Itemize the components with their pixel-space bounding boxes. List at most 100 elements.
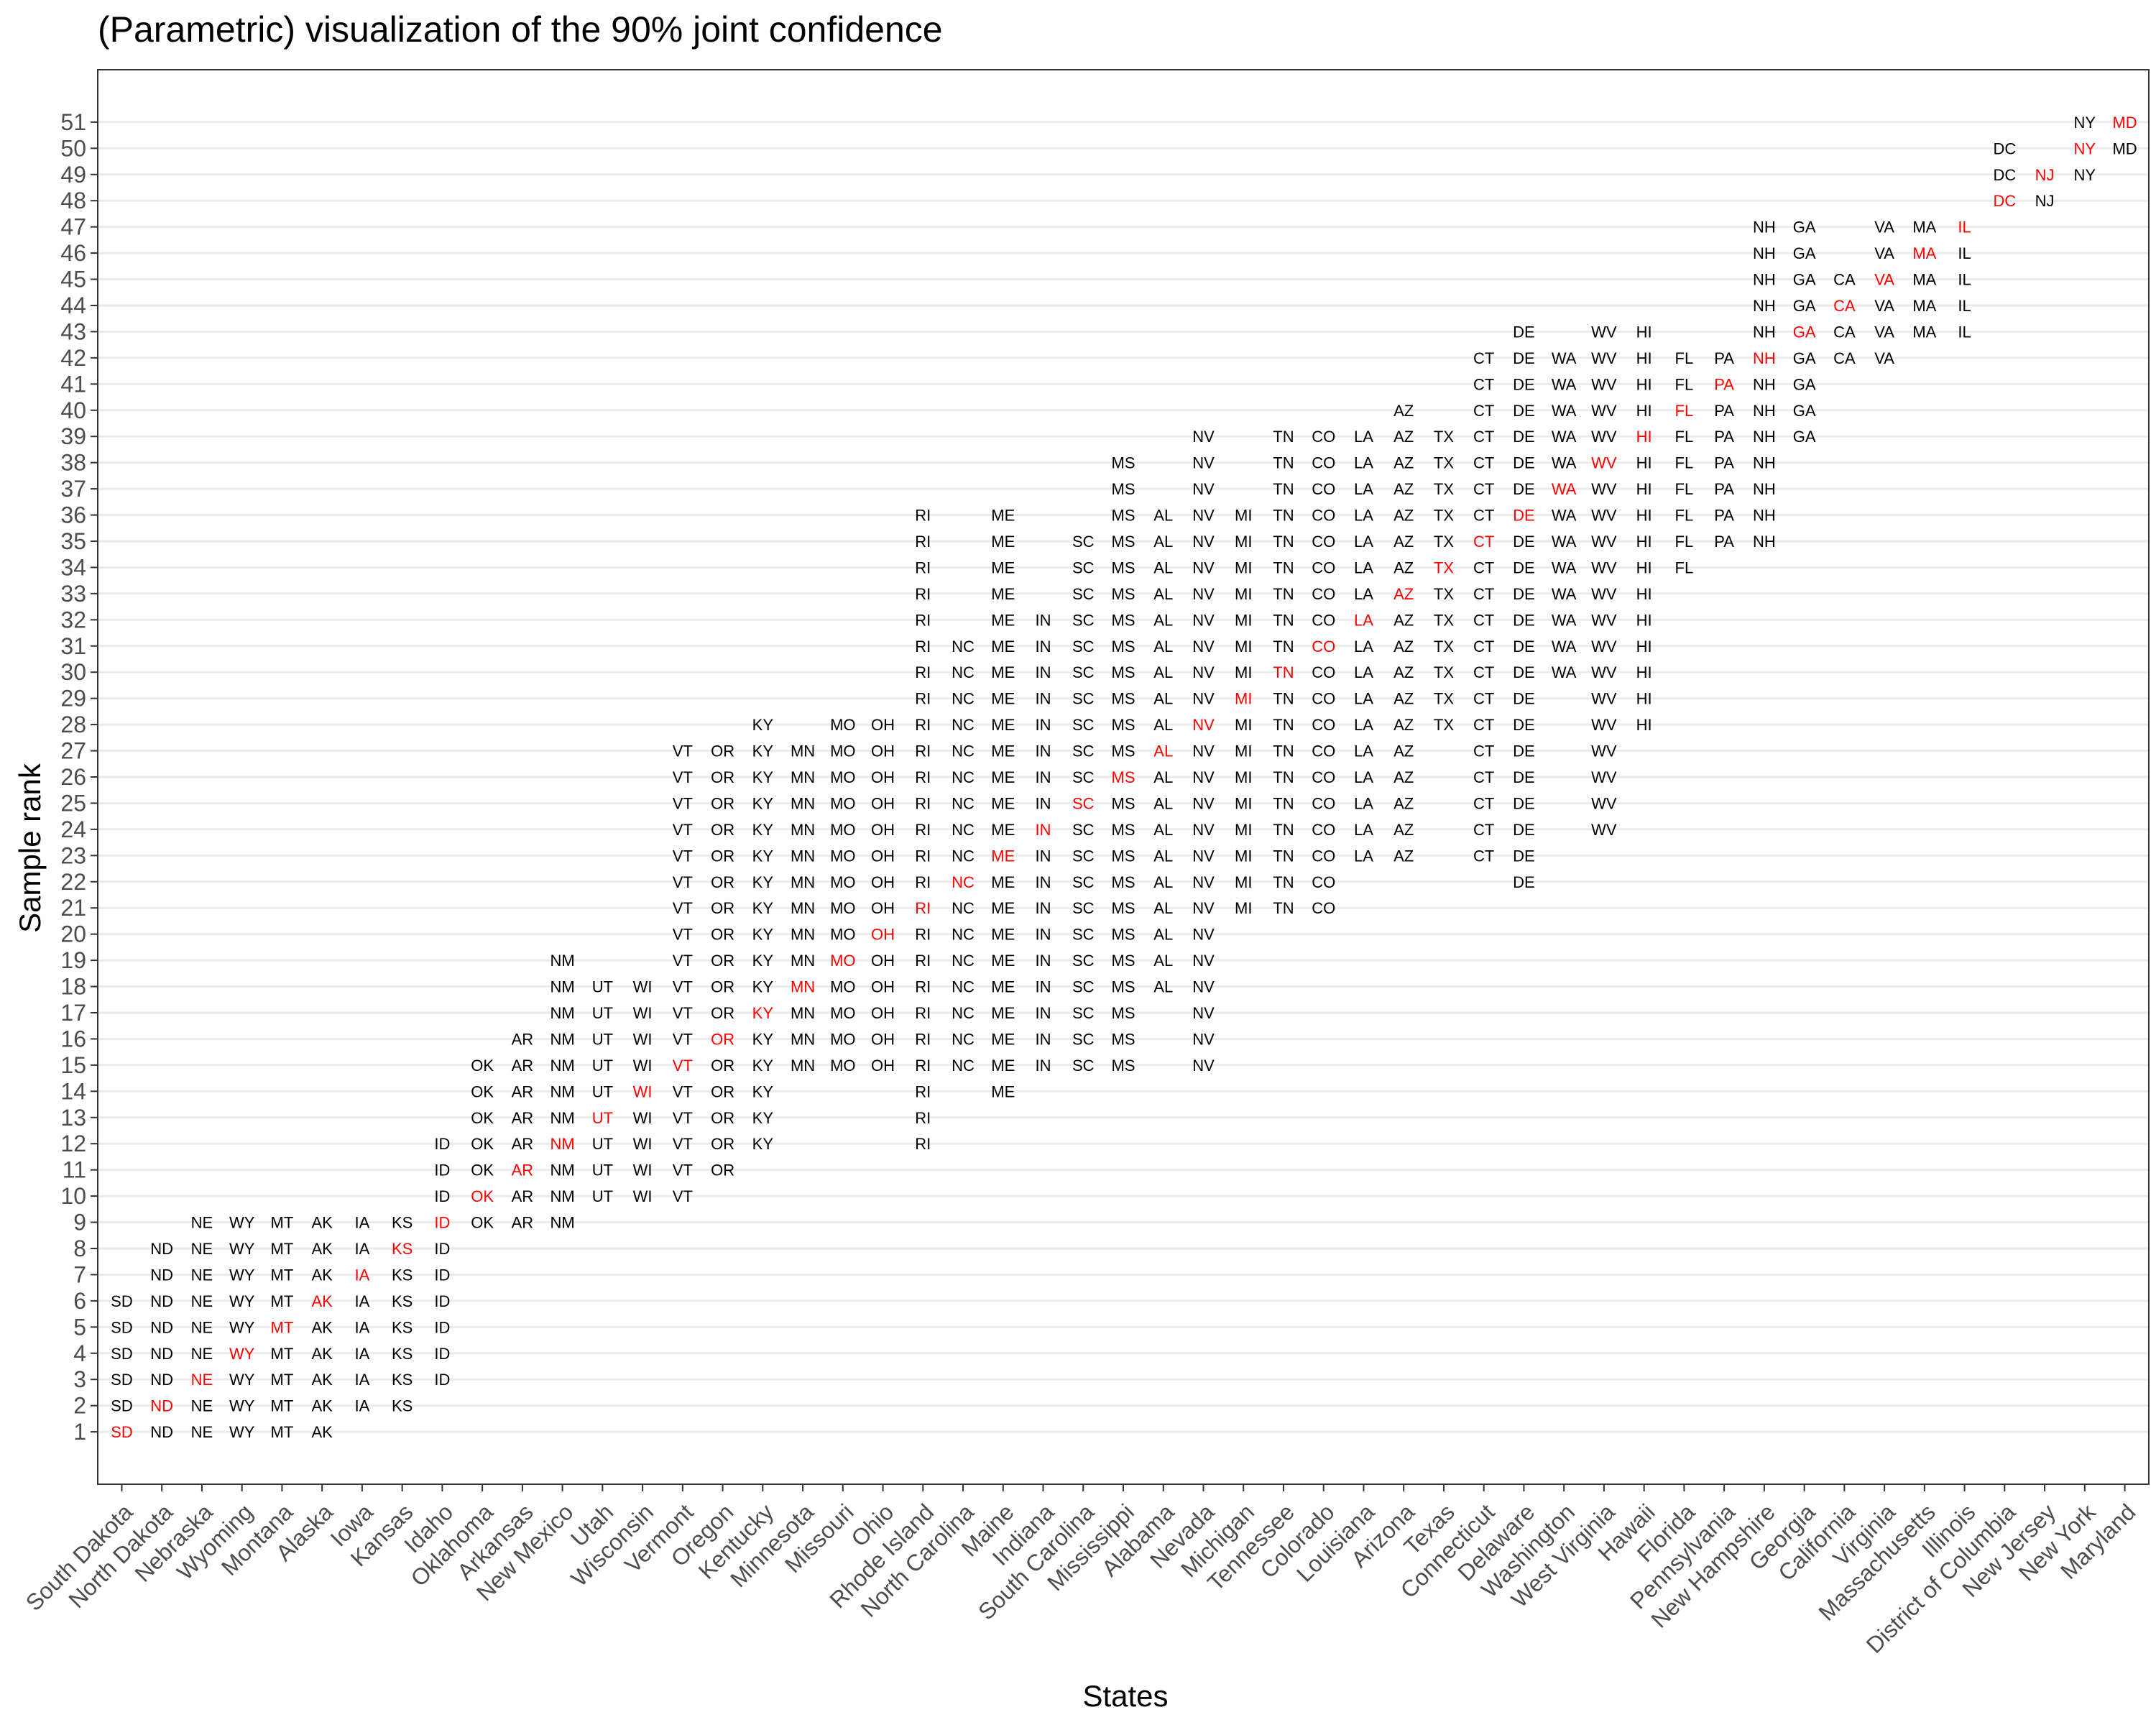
rank-interval-label: PA	[1714, 349, 1734, 367]
rank-interval-label: NM	[550, 1162, 575, 1179]
rank-interval-label: MS	[1112, 794, 1135, 812]
rank-interval-label: RI	[915, 873, 931, 891]
y-tick-label: 36	[60, 502, 86, 528]
rank-interval-label: MS	[1112, 978, 1135, 996]
rank-interval-label: NJ	[2035, 192, 2055, 210]
rank-interval-label: UT	[592, 1004, 613, 1022]
rank-interval-label: GA	[1793, 244, 1816, 262]
observed-rank-label: NY	[2074, 139, 2096, 157]
rank-interval-label: OR	[711, 768, 734, 786]
rank-interval-label: ME	[991, 638, 1015, 656]
rank-interval-label: TN	[1273, 690, 1294, 708]
rank-interval-label: RI	[915, 507, 931, 525]
rank-interval-label: ME	[991, 611, 1015, 629]
rank-interval-label: OK	[471, 1214, 494, 1232]
rank-interval-label: RI	[915, 533, 931, 551]
rank-interval-label: MS	[1112, 663, 1135, 681]
rank-interval-label: ME	[991, 873, 1015, 891]
y-tick-label: 22	[60, 869, 86, 895]
rank-interval-label: HI	[1636, 663, 1652, 681]
rank-interval-label: CO	[1312, 558, 1335, 576]
observed-rank-label: WV	[1591, 454, 1617, 472]
rank-interval-label: ME	[991, 978, 1015, 996]
rank-interval-label: IN	[1036, 926, 1051, 944]
rank-interval-label: CO	[1312, 716, 1335, 734]
rank-interval-label: IN	[1036, 794, 1051, 812]
rank-interval-label: WA	[1552, 611, 1577, 629]
rank-interval-label: IN	[1036, 1030, 1051, 1048]
y-tick-label: 44	[60, 293, 86, 318]
rank-interval-label: OR	[711, 899, 734, 917]
rank-interval-label: AL	[1153, 663, 1173, 681]
rank-interval-label: MS	[1112, 1004, 1135, 1022]
rank-interval-label: ME	[991, 1030, 1015, 1048]
rank-interval-label: NY	[2074, 114, 2096, 132]
rank-interval-label: OH	[871, 742, 895, 760]
rank-interval-label: SC	[1072, 952, 1095, 970]
observed-rank-label: NH	[1753, 349, 1776, 367]
y-tick-label: 41	[60, 371, 86, 397]
rank-interval-label: DE	[1513, 402, 1535, 420]
rank-interval-label: CO	[1312, 480, 1335, 498]
observed-rank-label: WA	[1552, 480, 1577, 498]
rank-interval-label: MS	[1112, 821, 1135, 839]
rank-interval-label: LA	[1354, 821, 1373, 839]
rank-interval-label: VT	[673, 1082, 693, 1100]
rank-interval-label: IN	[1036, 742, 1051, 760]
observed-rank-label: IN	[1036, 821, 1051, 839]
rank-interval-label: LA	[1354, 480, 1373, 498]
rank-interval-label: AZ	[1393, 638, 1414, 656]
rank-interval-label: NV	[1192, 507, 1215, 525]
rank-interval-label: MS	[1112, 611, 1135, 629]
y-axis: 1234567891011121314151617181920212223242…	[60, 109, 98, 1445]
rank-interval-label: CT	[1473, 847, 1494, 865]
rank-interval-label: IN	[1036, 638, 1051, 656]
rank-interval-label: MS	[1112, 454, 1135, 472]
rank-interval-label: AZ	[1393, 716, 1414, 734]
rank-interval-label: WI	[633, 978, 653, 996]
rank-interval-label: LA	[1354, 428, 1373, 446]
rank-interval-label: DE	[1513, 742, 1535, 760]
rank-interval-label: GA	[1793, 375, 1816, 393]
rank-interval-label: NE	[191, 1292, 213, 1310]
observed-rank-label: IA	[355, 1266, 370, 1284]
rank-interval-label: MS	[1112, 533, 1135, 551]
rank-interval-label: NM	[550, 1187, 575, 1205]
rank-interval-label: KY	[752, 1135, 774, 1153]
rank-interval-label: RI	[915, 558, 931, 576]
rank-interval-label: UT	[592, 1187, 613, 1205]
rank-interval-label: DE	[1513, 480, 1535, 498]
observed-rank-label: MT	[271, 1318, 294, 1336]
rank-interval-label: TN	[1273, 768, 1294, 786]
rank-interval-label: MS	[1112, 480, 1135, 498]
observed-rank-label: VA	[1874, 271, 1894, 289]
observed-rank-label: OR	[711, 1030, 734, 1048]
rank-interval-label: NC	[952, 716, 975, 734]
rank-cells: SD SD SD SD SD SD ND ND ND ND ND ND ND ND NE NE NE NE NE NE…	[111, 114, 2137, 1441]
rank-interval-label: AR	[512, 1082, 534, 1100]
rank-interval-label: KY	[752, 978, 774, 996]
rank-interval-label: AR	[512, 1135, 534, 1153]
rank-interval-label: ME	[991, 663, 1015, 681]
rank-interval-label: RI	[915, 585, 931, 603]
rank-interval-label: NE	[191, 1214, 213, 1232]
rank-interval-label: AL	[1153, 716, 1173, 734]
y-tick-label: 15	[60, 1052, 86, 1078]
y-tick-label: 20	[60, 921, 86, 947]
rank-interval-label: TX	[1434, 428, 1454, 446]
rank-interval-label: KY	[752, 1057, 774, 1075]
rank-interval-label: NC	[952, 926, 975, 944]
y-tick-label: 18	[60, 974, 86, 1000]
rank-interval-label: RI	[915, 952, 931, 970]
rank-interval-label: CO	[1312, 507, 1335, 525]
rank-interval-label: OH	[871, 899, 895, 917]
rank-interval-label: CT	[1473, 638, 1494, 656]
rank-interval-label: OH	[871, 768, 895, 786]
rank-interval-label: VT	[673, 794, 693, 812]
rank-interval-label: TX	[1434, 638, 1454, 656]
rank-interval-label: NV	[1192, 899, 1215, 917]
rank-interval-label: VA	[1874, 244, 1894, 262]
rank-interval-label: IA	[355, 1397, 370, 1415]
rank-interval-label: MS	[1112, 507, 1135, 525]
rank-interval-label: NV	[1192, 794, 1215, 812]
